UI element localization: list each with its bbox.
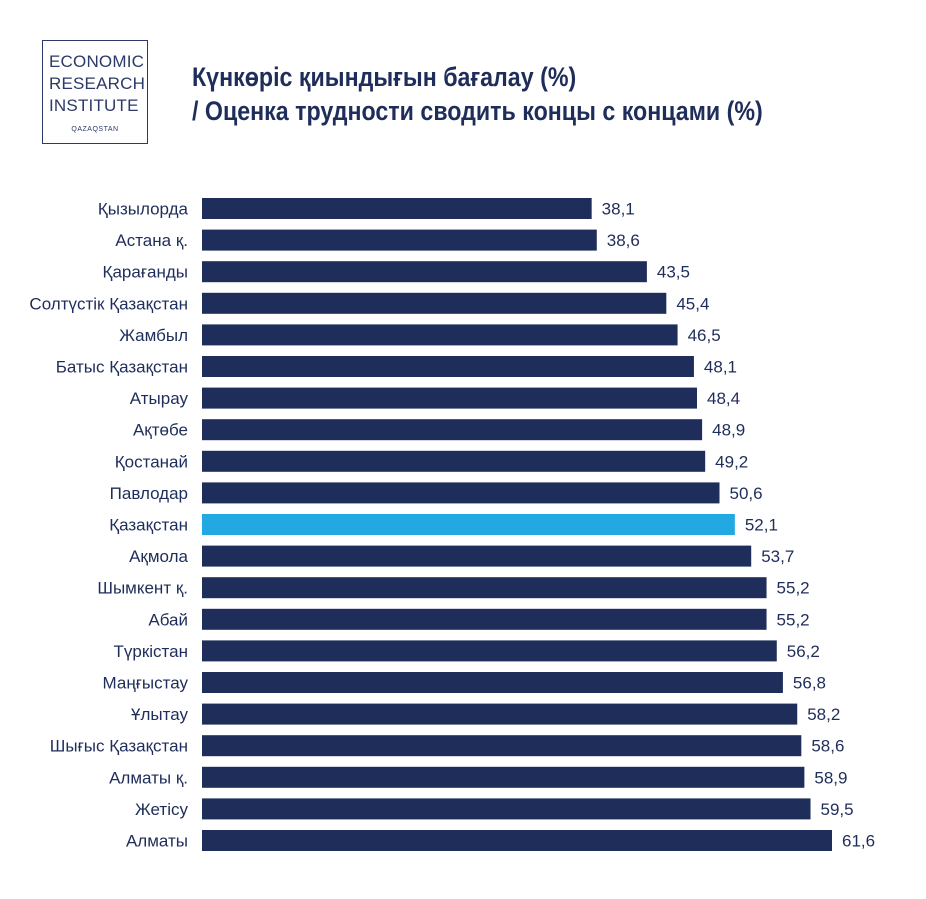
bar-7: [202, 419, 703, 441]
value-label: 48,9: [712, 421, 745, 440]
value-label: 59,5: [821, 800, 854, 819]
category-label: Абай: [148, 610, 188, 629]
category-label: Қызылорда: [98, 200, 189, 219]
chart-title-block: Күнкөріс қиындығын бағалау (%) / Оценка …: [192, 60, 763, 128]
category-label: Астана қ.: [115, 231, 188, 250]
value-label: 48,1: [704, 358, 737, 377]
bar-17: [202, 735, 802, 757]
category-label: Ақмола: [129, 547, 188, 566]
bar-11: [202, 545, 752, 567]
value-label: 56,2: [787, 642, 820, 661]
category-label: Батыс Қазақстан: [56, 358, 188, 377]
category-label: Қарағанды: [103, 263, 188, 282]
chart-title: Күнкөріс қиындығын бағалау (%): [192, 62, 577, 92]
category-label: Маңғыстау: [103, 674, 189, 693]
value-label: 58,6: [811, 737, 844, 756]
category-label: Түркістан: [114, 642, 189, 661]
value-label: 48,4: [707, 389, 740, 408]
bar-14: [202, 640, 777, 662]
category-label: Алматы қ.: [109, 768, 188, 787]
value-label: 43,5: [657, 263, 690, 282]
value-label: 61,6: [842, 832, 875, 851]
bar-3: [202, 292, 667, 314]
logo-text-line-2: RESEARCH: [49, 74, 146, 93]
value-label: 50,6: [730, 484, 763, 503]
bar-9: [202, 482, 720, 504]
value-label: 56,8: [793, 674, 826, 693]
category-label: Шығыс Қазақстан: [50, 737, 188, 756]
bar-12: [202, 577, 767, 599]
value-label: 53,7: [761, 547, 794, 566]
bar-19: [202, 798, 811, 820]
bar-10: [202, 514, 735, 535]
bar-16: [202, 703, 798, 725]
bar-18: [202, 766, 805, 788]
bar-1: [202, 229, 597, 251]
category-label: Жамбыл: [119, 326, 188, 345]
value-label: 55,2: [777, 610, 810, 629]
category-label: Қазақстан: [109, 516, 188, 535]
bar-6: [202, 387, 697, 409]
category-label: Павлодар: [110, 484, 188, 503]
bar-2: [202, 261, 647, 283]
value-label: 45,4: [676, 294, 709, 313]
value-label: 55,2: [777, 579, 810, 598]
logo-text-line-1: ECONOMIC: [49, 52, 145, 71]
value-label: 49,2: [715, 452, 748, 471]
category-label: Ұлытау: [131, 705, 188, 724]
category-label: Атырау: [130, 389, 189, 408]
logo-text-line-3: INSTITUTE: [49, 96, 139, 115]
value-label: 58,2: [807, 705, 840, 724]
bar-4: [202, 324, 678, 346]
category-label: Қостанай: [115, 452, 188, 471]
bar-8: [202, 450, 706, 472]
category-label: Жетісу: [135, 800, 188, 819]
category-label: Алматы: [126, 832, 188, 851]
logo-subtext: QAZAQSTAN: [71, 126, 119, 133]
value-label: 46,5: [688, 326, 721, 345]
bar-5: [202, 356, 694, 377]
value-label: 52,1: [745, 516, 778, 535]
bar-15: [202, 672, 783, 693]
value-label: 58,9: [814, 768, 847, 787]
bar-20: [202, 830, 832, 851]
category-label: Шымкент қ.: [97, 579, 188, 598]
category-label: Солтүстік Қазақстан: [29, 294, 188, 313]
chart-subtitle: / Оценка трудности сводить концы с конца…: [192, 96, 763, 126]
eri-logo: ECONOMIC RESEARCH INSTITUTE QAZAQSTAN: [42, 40, 148, 144]
value-label: 38,1: [602, 200, 635, 219]
value-label: 38,6: [607, 231, 640, 250]
bar-13: [202, 608, 767, 630]
category-label: Ақтөбе: [133, 421, 188, 440]
bar-0: [202, 198, 592, 219]
